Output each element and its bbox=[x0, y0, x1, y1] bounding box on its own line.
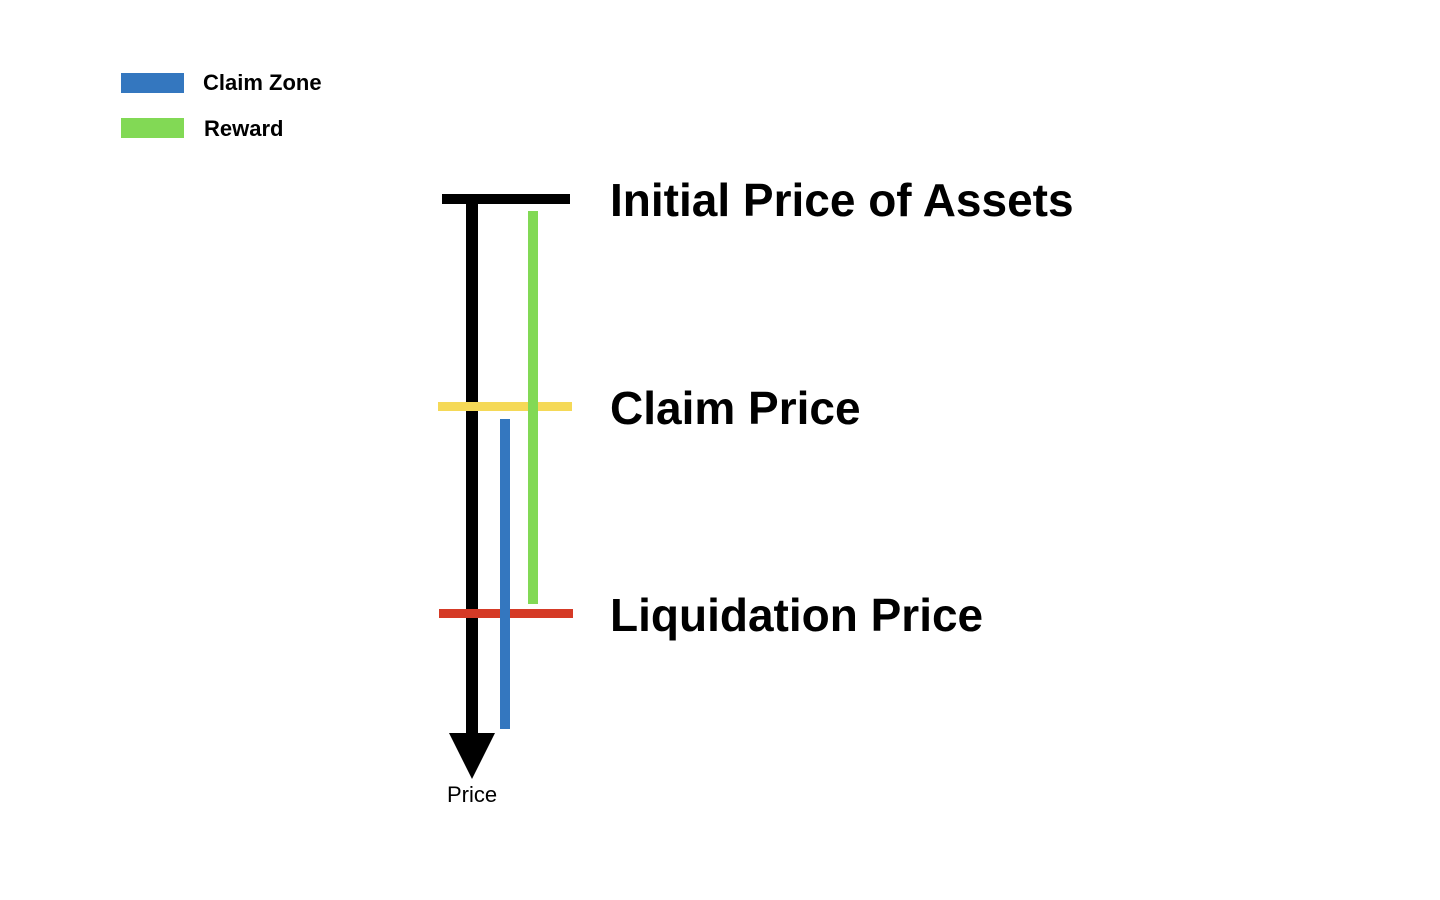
legend-label-reward: Reward bbox=[204, 116, 284, 141]
liquidation-price-label: Liquidation Price bbox=[610, 589, 984, 641]
reward-bar bbox=[528, 211, 538, 604]
initial-price-label: Initial Price of Assets bbox=[610, 174, 1074, 226]
price-axis-label: Price bbox=[446, 782, 498, 807]
legend-swatch-reward bbox=[121, 118, 184, 138]
arrow-head bbox=[449, 733, 495, 779]
claim-zone-bar bbox=[500, 419, 510, 729]
claim-price-line bbox=[438, 402, 572, 411]
initial-price-line bbox=[442, 194, 570, 204]
claim-price-label: Claim Price bbox=[610, 382, 861, 434]
price-axis-shaft bbox=[466, 198, 478, 738]
legend-label-claim-zone: Claim Zone bbox=[203, 70, 322, 95]
legend-swatch-claim-zone bbox=[121, 73, 184, 93]
arrow-down-icon bbox=[449, 733, 495, 779]
